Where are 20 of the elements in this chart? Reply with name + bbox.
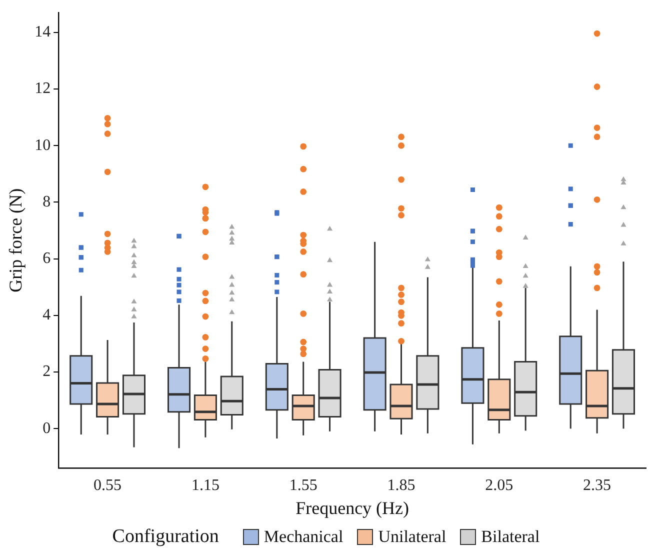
y-tick-label: 6 [42, 250, 51, 267]
x-tick-label: 2.05 [485, 477, 514, 494]
legend-label: Unilateral [378, 527, 446, 547]
y-tick-label: 10 [34, 136, 51, 154]
legend-title: Configuration [112, 526, 219, 548]
x-axis-title: Frequency (Hz) [296, 498, 410, 518]
legend-label: Mechanical [264, 527, 344, 547]
y-tick-label: 0 [42, 420, 51, 437]
y-tick-label: 8 [42, 193, 51, 210]
x-tick-label: 1.55 [289, 477, 318, 494]
x-tick-label: 2.35 [583, 477, 612, 494]
y-tick-label: 14 [34, 24, 51, 41]
x-tick-label: 0.55 [94, 477, 122, 494]
y-tick-label: 2 [42, 363, 51, 380]
y-axis-title: Grip force (N) [6, 188, 26, 292]
legend-label: Bilateral [481, 527, 540, 547]
y-tick-label: 12 [34, 80, 51, 98]
y-tick-label: 4 [42, 306, 51, 324]
x-tick-label: 1.15 [191, 477, 220, 494]
x-tick-label: 1.85 [387, 477, 416, 494]
